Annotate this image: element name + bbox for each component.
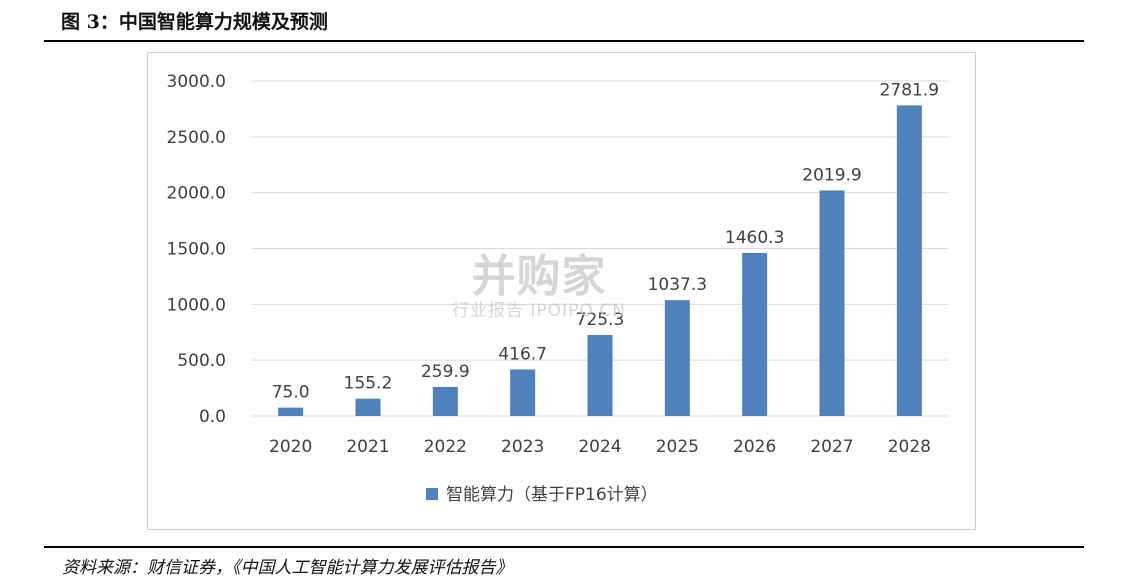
top-rule — [44, 40, 1084, 42]
figure-title: 图 3：中国智能算力规模及预测 — [61, 11, 328, 33]
bar — [510, 369, 536, 416]
data-label: 75.0 — [272, 383, 310, 403]
bottom-rule — [44, 546, 1084, 548]
chart-frame: 0.0 500.0 1000.0 1500.0 2000.0 2500.0 3000.0 75… — [147, 52, 976, 530]
y-tick-label: 1500.0 — [167, 240, 226, 260]
x-tick-label: 2020 — [269, 437, 312, 457]
x-tick-label: 2026 — [733, 437, 776, 457]
bar — [278, 407, 304, 416]
x-tick-label: 2027 — [810, 437, 853, 457]
y-tick-label: 2500.0 — [167, 128, 226, 148]
legend-label: 智能算力（基于FP16计算） — [446, 485, 658, 505]
y-tick-label: 1000.0 — [167, 295, 226, 315]
data-label: 155.2 — [344, 374, 393, 394]
x-tick-label: 2023 — [501, 437, 544, 457]
bar — [742, 252, 768, 416]
data-label: 1037.3 — [648, 275, 707, 295]
data-label: 259.9 — [421, 362, 470, 382]
data-label: 416.7 — [498, 344, 547, 364]
bar — [355, 398, 381, 416]
data-label: 2019.9 — [802, 165, 861, 185]
source-note: 资料来源：财信证券，《中国人工智能计算力发展评估报告》 — [62, 558, 513, 578]
bar — [664, 300, 690, 416]
bar — [896, 105, 922, 417]
y-tick-label: 3000.0 — [167, 72, 226, 92]
data-label: 1460.3 — [725, 228, 784, 248]
y-tick-label: 2000.0 — [167, 184, 226, 204]
bar — [432, 386, 458, 416]
bar — [587, 335, 613, 416]
x-tick-label: 2021 — [346, 437, 389, 457]
data-label: 725.3 — [576, 310, 625, 330]
x-tick-label: 2024 — [578, 437, 621, 457]
x-tick-label: 2025 — [656, 437, 699, 457]
data-label: 2781.9 — [880, 80, 939, 100]
legend-swatch — [426, 488, 438, 500]
bar-chart: 0.0 500.0 1000.0 1500.0 2000.0 2500.0 3000.0 75… — [167, 72, 948, 505]
x-tick-label: 2028 — [888, 437, 931, 457]
x-tick-label: 2022 — [424, 437, 467, 457]
y-tick-label: 0.0 — [199, 407, 226, 427]
y-tick-label: 500.0 — [177, 351, 226, 371]
bar — [819, 190, 845, 416]
